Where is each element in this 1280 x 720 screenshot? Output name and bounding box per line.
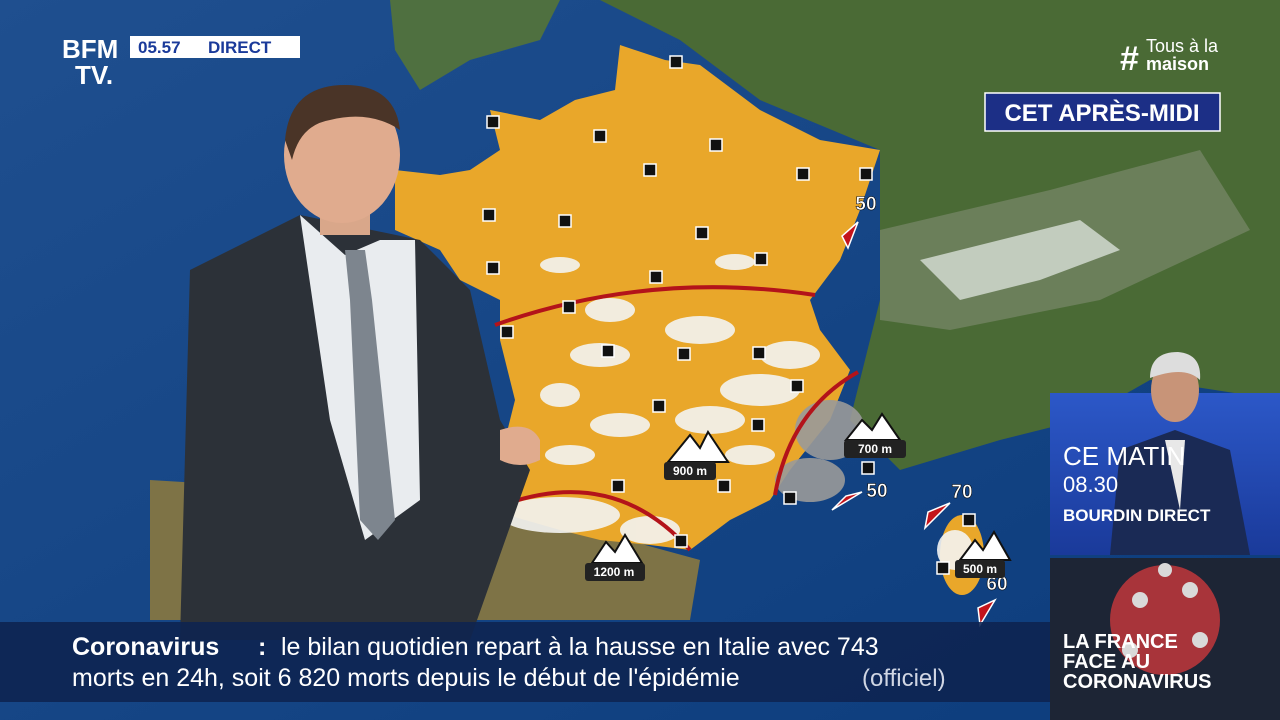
land-uk (390, 0, 560, 90)
corner-line: CORONAVIRUS (1063, 671, 1212, 693)
wind-label: 60 (986, 574, 1007, 595)
corner-line: FACE AU (1063, 651, 1150, 673)
promo-guest (1110, 352, 1250, 555)
rain-clouds (775, 400, 865, 502)
promo-line: BOURDIN DIRECT (1063, 506, 1211, 525)
period-label: CET APRÈS-MIDI (1004, 99, 1199, 127)
corner-line: LA FRANCE (1063, 631, 1178, 653)
promo-line: CE MATIN (1063, 441, 1185, 471)
hashtag-text: maison (1146, 54, 1209, 74)
ticker-separator: : (258, 633, 266, 661)
clouds (500, 254, 973, 570)
live-bar (130, 36, 300, 58)
live-label: DIRECT (208, 38, 272, 57)
presenter (180, 85, 540, 640)
altitude-label: 1200 m (594, 565, 635, 579)
ticker-line: le bilan quotidien repart à la hausse en… (281, 633, 879, 661)
ticker-source: (officiel) (862, 665, 946, 692)
wind-arrows (831, 221, 997, 628)
wind-label: 50 (866, 481, 887, 502)
altitude-label: 900 m (673, 464, 707, 478)
snow (920, 220, 1120, 300)
promo-line: 08.30 (1063, 472, 1118, 497)
altitude-label: 700 m (858, 442, 892, 456)
hashtag-symbol: # (1120, 40, 1139, 78)
time: 05.57 (138, 38, 181, 57)
mountain-badges (585, 412, 1012, 581)
ticker-line: morts en 24h, soit 6 820 morts depuis le… (72, 664, 740, 692)
period-box (984, 92, 1221, 132)
city-markers (477, 55, 976, 575)
ticker-topic: Coronavirus (72, 633, 219, 661)
logo-text: TV. (75, 60, 113, 90)
wind-label: 70 (951, 482, 972, 503)
logo: BFM TV. (62, 34, 118, 90)
ticker-bar (0, 622, 1050, 702)
logo-text: BFM (62, 34, 118, 64)
hashtag-text: Tous à la (1146, 36, 1219, 56)
virus (1110, 563, 1220, 675)
wind-label: 50 (855, 194, 876, 215)
altitude-label: 500 m (963, 562, 997, 576)
